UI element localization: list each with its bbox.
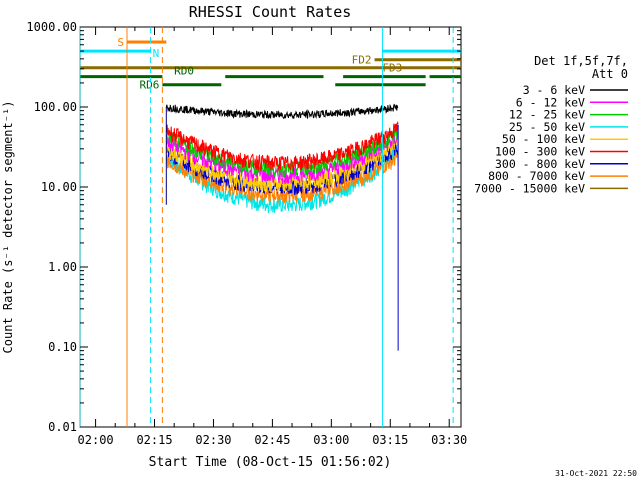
legend-header-line2: Att 0 — [592, 67, 628, 81]
flag-label-rd6: RD6 — [140, 79, 160, 92]
legend-entry-label: 100 - 300 keV — [495, 145, 585, 159]
vertical-markers — [79, 27, 454, 427]
legend-entry-label: 300 - 800 keV — [495, 157, 585, 171]
series-line-300-800keV — [165, 142, 399, 195]
series-line-3-6keV — [165, 103, 399, 120]
x-tick-label: 02:30 — [195, 433, 231, 447]
y-tick-label: 0.01 — [48, 420, 77, 434]
footer-timestamp: 31-Oct-2021 22:50 — [555, 469, 637, 478]
plot-frame — [79, 26, 462, 428]
y-axis: 0.01 0.10 1.00 10.00 100.00 1000.00 — [26, 20, 461, 434]
flag-label-fd3: FD3 — [382, 62, 402, 75]
x-tick-label: 03:15 — [372, 433, 408, 447]
x-tick-label: 02:45 — [254, 433, 290, 447]
flag-label-fd2: FD2 — [352, 54, 372, 67]
legend-entry-label: 6 - 12 keV — [516, 95, 585, 109]
x-axis-label: Start Time (08-Oct-15 01:56:02) — [149, 455, 392, 470]
legend-header-line1: Det 1f,5f,7f, — [534, 54, 628, 68]
series-line-6-12keV — [165, 133, 399, 185]
y-tick-label: 100.00 — [34, 100, 77, 114]
flag-label-n: N — [153, 47, 160, 60]
legend-entry-label: 50 - 100 keV — [502, 132, 585, 146]
x-tick-label: 03:00 — [313, 433, 349, 447]
chart-title: RHESSI Count Rates — [189, 3, 352, 21]
legend-entry-label: 7000 - 15000 keV — [474, 181, 585, 195]
legend-entry-label: 3 - 6 keV — [523, 83, 585, 97]
legend-entry-label: 25 - 50 keV — [509, 120, 585, 134]
x-tick-label: 02:00 — [78, 433, 114, 447]
x-tick-label: 02:15 — [136, 433, 172, 447]
series-line-100-300keV — [165, 121, 399, 172]
legend-entry-label: 800 - 7000 keV — [488, 169, 585, 183]
y-tick-label: 10.00 — [41, 180, 77, 194]
series-traces — [165, 103, 399, 351]
legend-entry-label: 12 - 25 keV — [509, 108, 585, 122]
x-axis: 02:00 02:15 02:30 02:45 03:00 03:15 03:30 — [78, 27, 467, 447]
y-tick-label: 1000.00 — [26, 20, 77, 34]
x-tick-label: 03:30 — [431, 433, 467, 447]
flag-label-rd0: RD0 — [174, 65, 194, 78]
flag-label-s: S — [117, 36, 124, 49]
flag-bars: S N FD2 FD3 RD0 RD6 — [79, 36, 461, 92]
y-tick-label: 1.00 — [48, 260, 77, 274]
y-tick-label: 0.10 — [48, 340, 77, 354]
y-axis-label: Count Rate (s⁻¹ detector segment⁻¹) — [1, 101, 15, 354]
